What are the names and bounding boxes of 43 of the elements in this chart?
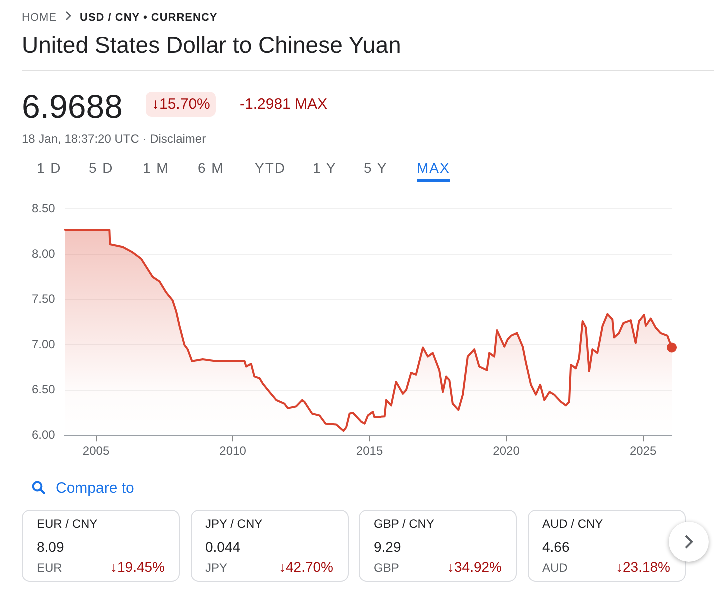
text: 1 D xyxy=(37,160,62,176)
text: JPY / CNY xyxy=(206,517,263,531)
text: 8.09 xyxy=(37,539,64,555)
text: 6.9688 xyxy=(22,88,123,126)
x-tick-label: 2005 xyxy=(82,444,110,458)
text: EUR / CNY xyxy=(37,517,98,531)
x-tick-label: 2025 xyxy=(630,444,657,458)
y-tick-label: 7.00 xyxy=(32,337,56,352)
y-tick-label: 6.00 xyxy=(32,428,56,442)
text: ↓42.70% xyxy=(279,559,334,575)
y-tick-label: 8.50 xyxy=(32,202,56,216)
text: 4.66 xyxy=(542,539,570,555)
y-tick-label: 6.50 xyxy=(32,382,56,397)
text: JPY xyxy=(206,561,228,575)
text: 0.044 xyxy=(206,539,241,555)
text: HOME xyxy=(22,12,57,24)
text: ↓23.18% xyxy=(616,559,670,575)
text: AUD / CNY xyxy=(542,517,604,531)
x-tick-label: 2015 xyxy=(356,444,384,458)
text: 18 Jan, 18:37:20 UTC · Disclaimer xyxy=(22,132,206,146)
text: YTD xyxy=(255,160,286,176)
text: Compare to xyxy=(56,480,134,497)
y-tick-label: 8.00 xyxy=(32,246,56,261)
text: AUD xyxy=(542,561,568,575)
text: 9.29 xyxy=(374,539,402,555)
text: -1.2981 MAX xyxy=(240,96,328,113)
text: 5 Y xyxy=(364,160,388,176)
text: 6 M xyxy=(198,160,224,176)
x-tick-label: 2010 xyxy=(220,444,247,458)
text: 1 Y xyxy=(313,160,337,176)
x-tick-label: 2020 xyxy=(493,444,520,458)
text: 1 M xyxy=(143,160,170,176)
text: GBP xyxy=(374,561,400,575)
y-tick-label: 7.50 xyxy=(32,292,56,306)
text: EUR xyxy=(37,561,62,575)
text: GBP / CNY xyxy=(374,517,434,531)
text: ↓15.70% xyxy=(146,92,216,117)
text: ↓34.92% xyxy=(448,559,502,575)
text: MAX xyxy=(417,160,450,182)
text: ↓19.45% xyxy=(110,559,165,575)
text: USD / CNY • CURRENCY xyxy=(80,12,218,24)
chart-title: United States Dollar to Chinese Yuan xyxy=(22,32,402,59)
text: 5 D xyxy=(89,160,114,176)
